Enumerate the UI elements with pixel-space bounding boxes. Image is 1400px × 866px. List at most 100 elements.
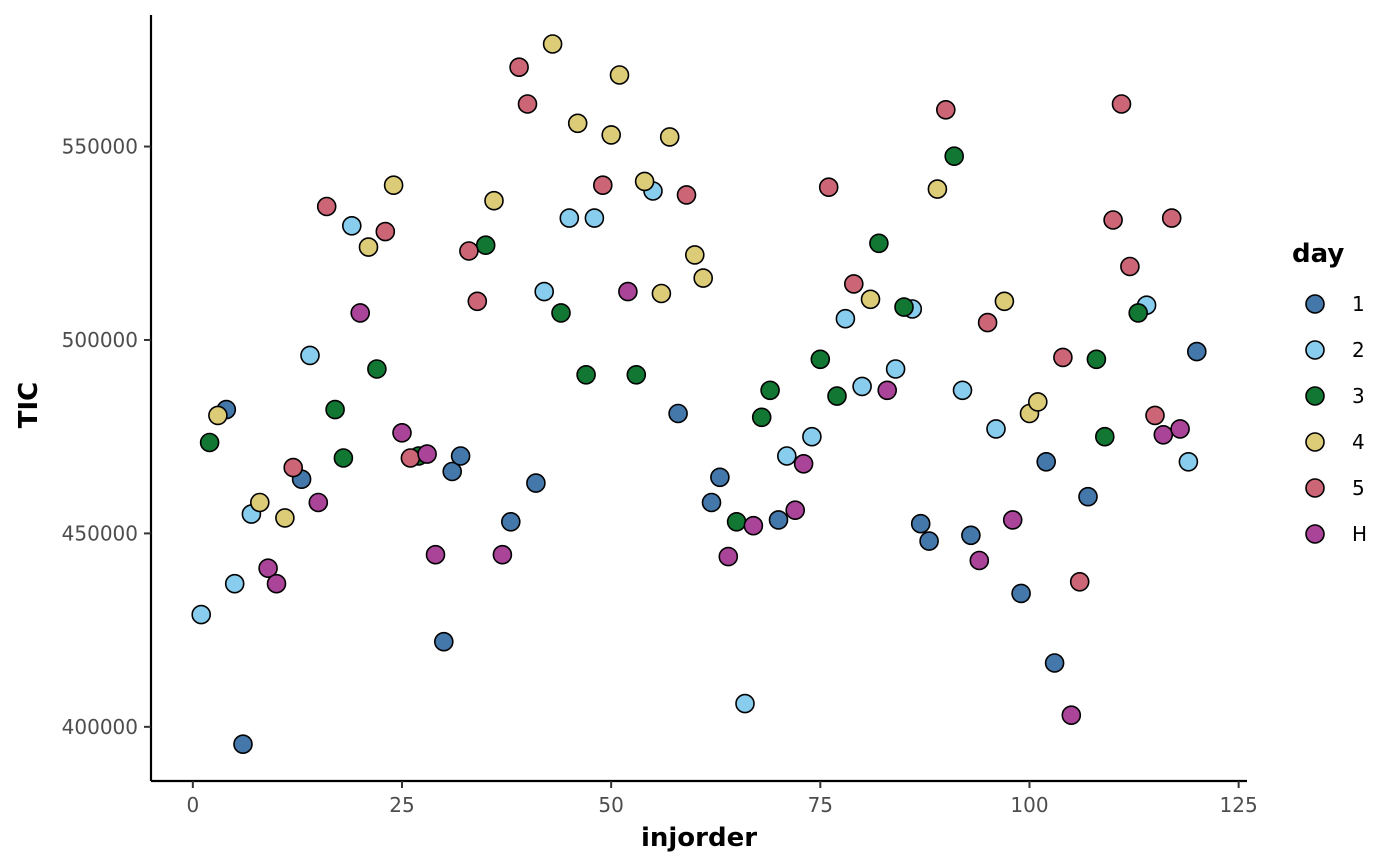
data-point-day-1 [1044,653,1065,673]
y-tick-label: 500000 [62,328,138,352]
data-point-day-H [969,550,990,571]
data-point-day-5 [517,94,538,114]
data-point-day-2 [835,308,856,329]
data-point-day-4 [609,65,630,85]
legend-label-H: H [1352,522,1367,546]
data-point-day-4 [208,405,228,426]
data-point-day-4 [684,245,705,265]
y-tick-label: 450000 [62,521,138,545]
data-point-day-H [793,453,814,474]
data-point-day-5 [1145,405,1165,426]
data-point-day-1 [433,631,454,652]
data-point-day-4 [484,190,504,211]
data-points [191,34,1207,755]
x-tick-label: 100 [1010,793,1048,817]
data-point-day-4 [860,289,881,310]
data-point-day-5 [1111,94,1132,114]
data-point-day-4 [249,492,270,513]
data-point-day-3 [199,432,220,453]
data-point-day-3 [894,297,914,317]
data-point-day-2 [1178,451,1199,472]
x-axis-title: injorder [641,823,757,853]
data-point-day-3 [551,303,571,323]
data-point-day-4 [567,113,588,134]
legend-label-4: 4 [1352,430,1365,454]
data-point-day-2 [952,380,973,401]
data-point-day-1 [233,734,253,755]
data-point-day-2 [584,208,605,228]
data-point-day-2 [341,216,362,236]
data-point-day-5 [1069,571,1090,592]
data-point-day-5 [467,291,488,312]
data-point-day-3 [1128,303,1148,323]
data-point-day-1 [1078,486,1098,507]
data-point-day-1 [1011,583,1031,604]
data-point-day-1 [961,525,981,546]
data-point-day-3 [626,364,647,385]
data-point-day-5 [1161,208,1182,228]
data-point-day-5 [935,100,956,120]
y-axis-title: TIC [14,382,44,429]
data-point-day-4 [994,291,1015,312]
legend-key-H [1305,524,1325,544]
data-point-day-1 [768,510,789,530]
data-point-day-2 [852,376,872,397]
data-point-day-3 [944,146,965,166]
data-point-day-H [1153,424,1174,445]
axes: 0 25 50 75 100 125 400000 450000 500000 550000 [62,15,1258,817]
data-point-day-2 [559,208,580,228]
data-point-day-H [618,281,638,302]
legend-key-1 [1305,294,1325,314]
legend-key-2 [1305,340,1325,360]
data-point-day-4 [659,127,680,147]
legend-label-1: 1 [1352,292,1365,316]
x-tick-label: 125 [1220,793,1258,817]
data-point-day-1 [668,403,688,424]
data-point-day-H [743,515,764,536]
x-tick-label: 75 [808,793,833,817]
data-point-day-H [350,303,371,323]
data-point-day-3 [475,235,496,255]
legend-title: day [1292,239,1344,269]
data-point-day-5 [843,274,864,294]
data-point-day-2 [885,359,906,379]
data-point-day-1 [910,513,931,534]
data-point-day-3 [810,349,831,370]
data-point-day-5 [818,177,839,197]
data-point-day-H [492,544,513,565]
data-point-day-3 [726,511,747,532]
data-point-day-1 [500,511,521,532]
data-point-day-5 [459,241,479,261]
data-point-day-1 [526,473,546,493]
data-point-day-H [258,558,278,579]
data-point-day-5 [283,457,304,478]
x-tick-label: 0 [186,793,199,817]
data-point-day-H [1002,510,1023,530]
data-point-day-1 [919,531,939,551]
x-axis-ticks: 0 25 50 75 100 125 [186,781,1258,817]
data-point-day-5 [1053,347,1073,368]
data-point-day-4 [927,179,948,199]
legend-key-3 [1305,386,1325,406]
data-point-day-H [392,422,412,443]
data-point-day-2 [224,573,245,594]
data-point-day-H [308,492,329,513]
data-point-day-4 [542,34,563,54]
data-point-day-4 [634,171,655,192]
data-point-day-1 [1187,341,1207,362]
data-point-day-4 [651,283,672,304]
legend-label-5: 5 [1352,476,1365,500]
data-point-day-4 [693,268,714,288]
data-point-day-2 [802,426,822,447]
data-point-day-3 [827,386,847,406]
y-tick-label: 550000 [62,135,138,159]
data-point-day-1 [450,446,471,466]
legend-label-2: 2 [1352,338,1365,362]
data-point-day-2 [300,345,320,366]
data-point-day-H [417,444,437,464]
data-point-day-4 [601,125,622,145]
data-point-day-H [718,546,739,567]
data-point-day-3 [760,380,780,401]
data-point-day-5 [375,221,396,242]
